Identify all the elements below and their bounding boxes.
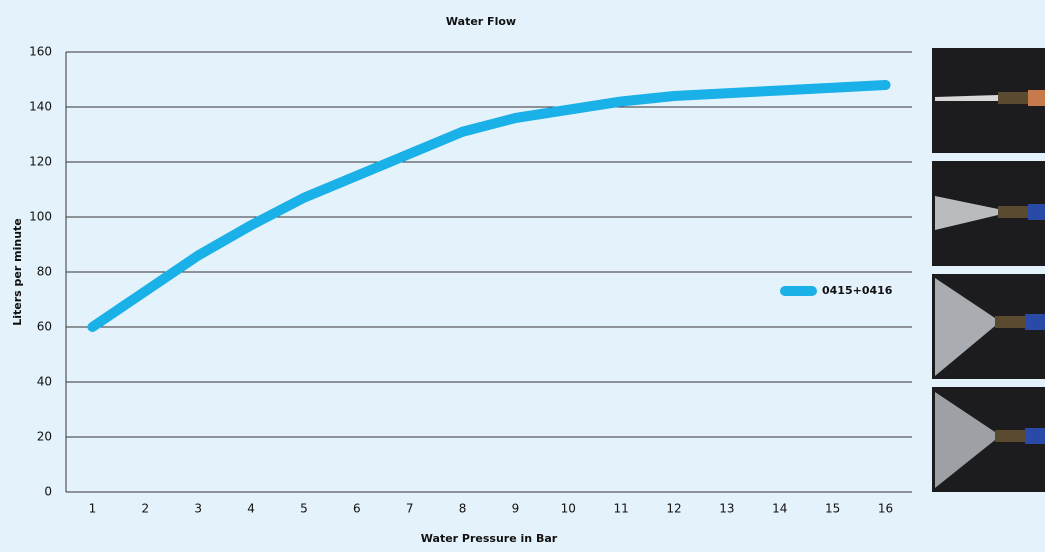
y-tick-label: 140 <box>29 100 52 114</box>
x-tick-label: 8 <box>459 502 467 516</box>
x-tick-label: 6 <box>353 502 361 516</box>
y-tick-label: 60 <box>37 320 52 334</box>
y-tick-label: 100 <box>29 210 52 224</box>
x-tick-label: 3 <box>194 502 202 516</box>
x-tick-label: 10 <box>561 502 576 516</box>
x-tick-label: 16 <box>878 502 893 516</box>
x-axis-label: Water Pressure in Bar <box>421 532 558 545</box>
x-tick-label: 11 <box>614 502 629 516</box>
y-tick-label: 0 <box>44 485 52 499</box>
x-tick-label: 5 <box>300 502 308 516</box>
nozzle-photos <box>932 48 1045 492</box>
x-tick-label: 4 <box>247 502 255 516</box>
y-tick-label: 160 <box>29 45 52 59</box>
x-tick-label: 14 <box>772 502 787 516</box>
x-tick-label: 1 <box>89 502 97 516</box>
x-tick-label: 9 <box>512 502 520 516</box>
y-tick-label: 20 <box>37 430 52 444</box>
x-tick-label: 2 <box>141 502 149 516</box>
x-tick-label: 15 <box>825 502 840 516</box>
y-tick-label: 80 <box>37 265 52 279</box>
x-tick-label: 13 <box>719 502 734 516</box>
y-tick-label: 120 <box>29 155 52 169</box>
x-tick-label: 12 <box>666 502 681 516</box>
data-line <box>87 80 891 332</box>
y-tick-label: 40 <box>37 375 52 389</box>
x-tick-label: 7 <box>406 502 414 516</box>
chart-title: Water Flow <box>446 15 516 28</box>
legend-label: 0415+0416 <box>822 284 893 297</box>
y-axis-label: Liters per minute <box>11 218 24 326</box>
